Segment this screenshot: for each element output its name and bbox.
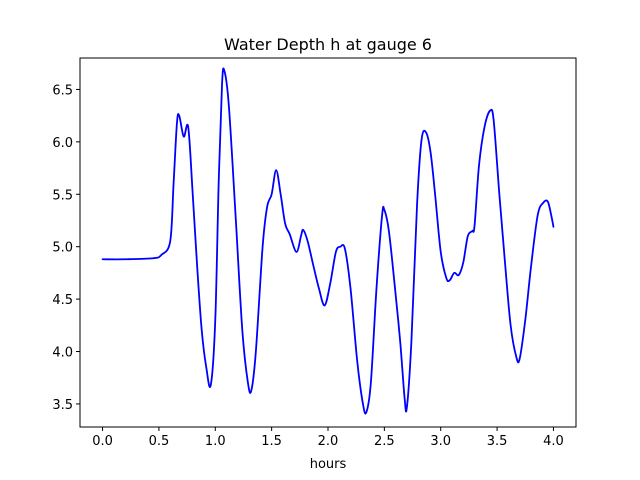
chart-title: Water Depth h at gauge 6 [224,35,432,54]
plot-area [101,67,555,415]
y-tick-label: 6.5 [52,83,73,98]
y-tick-label: 5.0 [52,241,73,256]
x-tick-label: 1.0 [205,434,226,449]
y-tick-label: 6.0 [52,136,73,151]
x-tick-label: 4.0 [543,434,564,449]
x-axis: 0.0 0.5 1.0 1.5 2.0 2.5 3.0 3.5 4.0 [92,427,564,449]
y-tick-label: 4.0 [52,346,73,361]
x-tick-label: 0.5 [149,434,170,449]
y-tick-label: 4.5 [52,293,73,308]
y-axis: 3.5 4.0 4.5 5.0 5.5 6.0 6.5 [52,83,80,413]
x-axis-label: hours [310,457,347,472]
y-tick-label: 5.5 [52,188,73,203]
x-tick-label: 2.5 [374,434,395,449]
x-tick-label: 2.0 [318,434,339,449]
series-line-1 [101,67,555,415]
x-tick-label: 3.5 [487,434,508,449]
x-tick-label: 1.5 [261,434,282,449]
y-tick-label: 3.5 [52,398,73,413]
x-tick-label: 3.0 [430,434,451,449]
x-tick-label: 0.0 [92,434,113,449]
